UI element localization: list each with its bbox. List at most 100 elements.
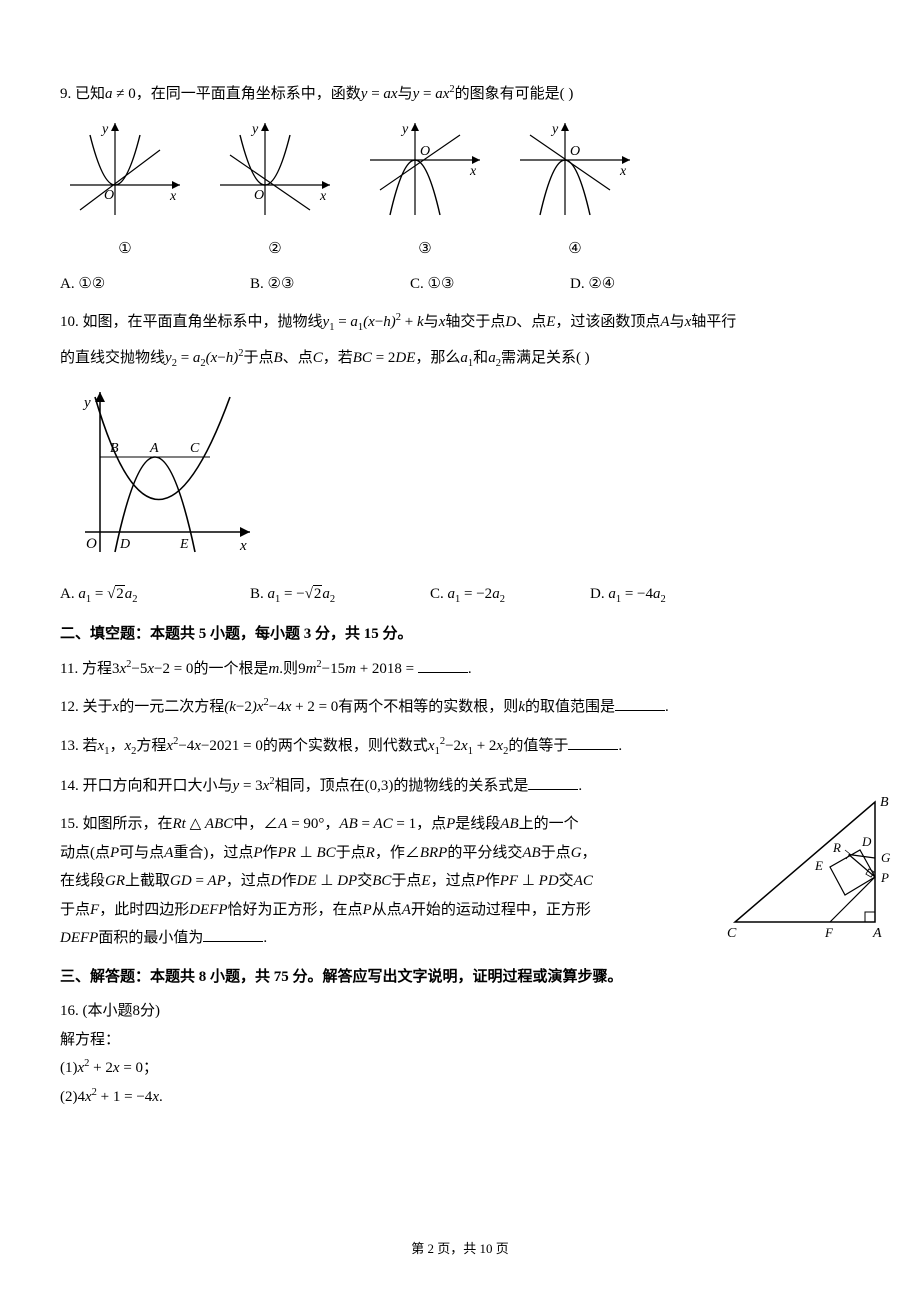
q16-p2: (2)4x2 + 1 = −4x. [60, 1083, 860, 1112]
section-3-title: 三、解答题：本题共 8 小题，共 75 分。解答应写出文字说明，证明过程或演算步… [60, 963, 860, 992]
q13-post: 的值等于 [508, 738, 568, 754]
q15-l2: 动点(点P可与点A重合)，过点P作PR ⊥ BC于点R，作∠BRP的平分线交AB… [60, 839, 700, 868]
q15-blank [203, 927, 263, 942]
q10-fig-O: O [86, 536, 97, 552]
svg-text:G: G [881, 850, 891, 865]
q10-fig-C: C [190, 441, 200, 456]
q9-diagram-2: y x O ② [210, 115, 340, 264]
svg-text:y: y [400, 122, 409, 137]
svg-text:y: y [250, 122, 259, 137]
q9-mid: ，在同一平面直角坐标系中，函数 [136, 86, 361, 102]
q11-eq: 3x2−5x−2 = 0 [112, 661, 193, 677]
q9-diagram-1: y x O ① [60, 115, 190, 264]
q13-mid2: 的两个实数根，则代数式 [263, 738, 428, 754]
q9-choice-b: B. ②③ [250, 270, 410, 299]
svg-text:P: P [880, 870, 889, 885]
svg-text:O: O [570, 144, 580, 159]
q11-post: . [468, 661, 472, 677]
question-12: 12. 关于x的一元二次方程(k−2)x2−4x + 2 = 0有两个不相等的实… [60, 693, 860, 722]
q16-title: 16. (本小题8分) [60, 997, 860, 1026]
q10-l2-mid: 于点 [244, 350, 274, 366]
q10-l1-tail: 轴平行 [691, 314, 736, 330]
q11-blank [418, 658, 468, 673]
q10-fig-y: y [82, 395, 91, 411]
q10-a2: a2 [488, 350, 501, 366]
q12-blank [615, 696, 665, 711]
question-13: 13. 若x1，x2方程x2−4x−2021 = 0的两个实数根，则代数式x12… [60, 732, 860, 762]
q13-c: ， [109, 738, 124, 754]
q14-mid: 相同，顶点在 [275, 778, 365, 794]
q10-y2: y2 = a2(x−h)2 [165, 350, 244, 366]
q10-fig-x: x [239, 538, 247, 554]
q15-l5: DEFP面积的最小值为. [60, 924, 700, 953]
q10-fig-B: B [110, 441, 119, 456]
q11-expr: 9m2−15m + 2018 = [298, 661, 414, 677]
svg-text:x: x [619, 164, 627, 179]
svg-text:x: x [469, 164, 477, 179]
page-footer: 第 2 页，共 10 页 [0, 1237, 920, 1262]
q14-end: . [578, 778, 582, 794]
q13-blank [568, 735, 618, 750]
svg-text:y: y [550, 122, 559, 137]
q10-line1: 10. 如图，在平面直角坐标系中，抛物线y1 = a1(x−h)2 + k与x轴… [60, 308, 860, 338]
question-15: 15. 如图所示，在Rt △ ABC中，∠A = 90°，AB = AC = 1… [60, 810, 860, 953]
q13-mid: 方程 [136, 738, 166, 754]
q9-label-1: ① [60, 235, 190, 264]
q13-pre: 13. 若 [60, 738, 98, 754]
q10-l2-end: 需满足关系( ) [501, 350, 590, 366]
q9-label-4: ④ [510, 235, 640, 264]
q9-label-2: ② [210, 235, 340, 264]
q12-end: . [665, 699, 669, 715]
q9-f2: y = ax2 [413, 86, 455, 102]
svg-text:R: R [832, 840, 841, 855]
q9-diagram-3: y x O ③ [360, 115, 490, 264]
q11-m: m [268, 661, 279, 677]
q9-text: 9. 已知a ≠ 0，在同一平面直角坐标系中，函数y = ax与y = ax2的… [60, 80, 860, 109]
q12-mid2: 有两个不相等的实数根，则 [338, 699, 518, 715]
q14-eq: y = 3x2 [233, 778, 275, 794]
q12-mid: 的一元二次方程 [119, 699, 224, 715]
svg-text:B: B [880, 795, 889, 810]
q9-pre: 9. 已知 [60, 86, 105, 102]
svg-text:y: y [100, 122, 109, 137]
q11-mid: 的一个根是 [193, 661, 268, 677]
q10-choice-c: C. a1 = −2a2 [430, 580, 590, 610]
q10-fig-D: D [119, 537, 130, 552]
svg-text:E: E [814, 858, 823, 873]
q13-eq: x2−4x−2021 = 0 [166, 738, 262, 754]
q15-l3: 在线段GR上截取GD = AP，过点D作DE ⊥ DP交BC于点E，过点P作PF… [60, 867, 700, 896]
q10-l1-end: ，过该函数顶点 [555, 314, 660, 330]
q12-eq: (k−2)x2−4x + 2 = 0 [224, 699, 338, 715]
q10-choice-a: A. a1 = 2a2 [60, 580, 250, 610]
q10-D: D [505, 314, 516, 330]
q10-l2-m2: ，若 [323, 350, 353, 366]
svg-text:O: O [254, 188, 264, 203]
q9-label-3: ③ [360, 235, 490, 264]
q9-cond: a ≠ 0 [105, 86, 136, 102]
q10-bc2de: BC = 2DE [353, 350, 416, 366]
q16-p1: (1)x2 + 2x = 0； [60, 1054, 860, 1083]
q14-blank [528, 775, 578, 790]
svg-text:x: x [319, 189, 327, 204]
q10-l2-m3: ，那么 [415, 350, 460, 366]
q10-B: B [274, 350, 283, 366]
question-16: 16. (本小题8分) 解方程： (1)x2 + 2x = 0； (2)4x2 … [60, 997, 860, 1111]
q12-pre: 12. 关于 [60, 699, 113, 715]
q15-l4: 于点F，此时四边形DEFP恰好为正方形，在点P从点A开始的运动过程中，正方形 [60, 896, 700, 925]
q10-choices: A. a1 = 2a2 B. a1 = −2a2 C. a1 = −2a2 D.… [60, 580, 860, 610]
q9-f1: y = ax [361, 86, 398, 102]
q10-l1-mid: 与 [424, 314, 439, 330]
q9-choice-a: A. ①② [60, 270, 250, 299]
q9-choice-c: C. ①③ [410, 270, 570, 299]
q10-l1-pre: 10. 如图，在平面直角坐标系中，抛物线 [60, 314, 323, 330]
q13-end: . [618, 738, 622, 754]
q10-fig-E: E [179, 537, 189, 552]
svg-text:A: A [872, 926, 882, 941]
q14-post: 的抛物线的关系式是 [393, 778, 528, 794]
q12-post: 的取值范围是 [525, 699, 615, 715]
q15-figure: B D R G E P C F A [725, 792, 900, 953]
q10-fig-A: A [149, 441, 159, 456]
q9-choice-d: D. ②④ [570, 270, 730, 299]
q10-choice-d: D. a1 = −4a2 [590, 580, 750, 610]
question-11: 11. 方程3x2−5x−2 = 0的一个根是m.则9m2−15m + 2018… [60, 655, 860, 684]
